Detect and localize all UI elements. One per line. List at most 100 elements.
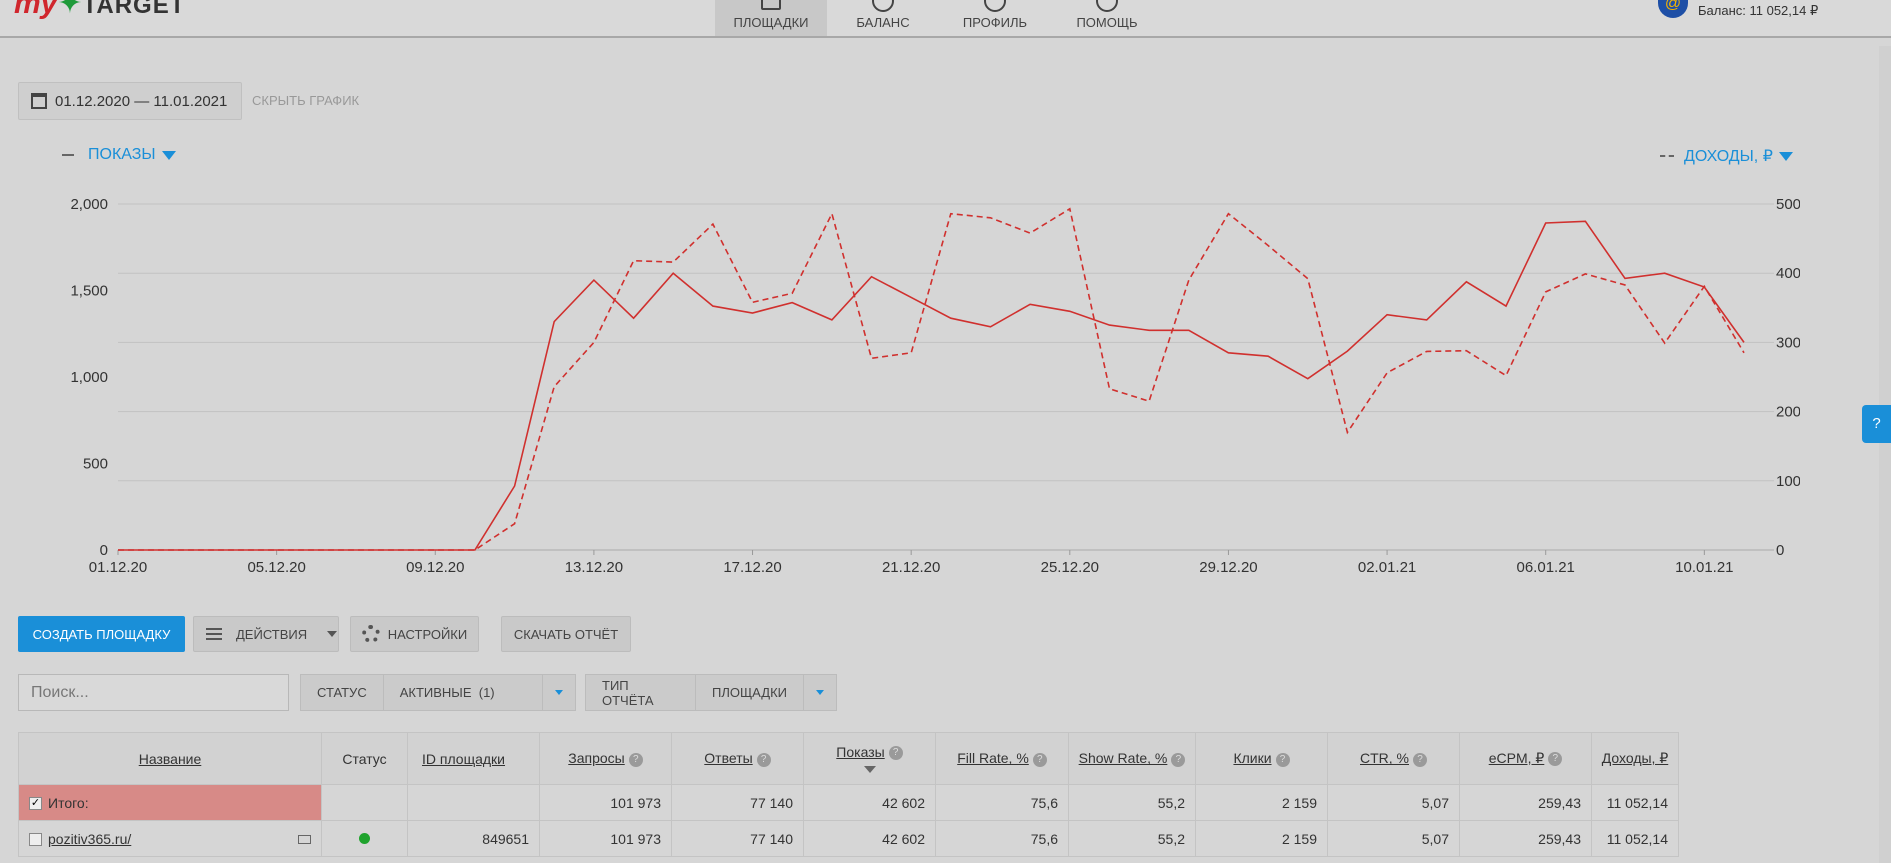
column-header-ctr[interactable]: CTR, %? bbox=[1327, 732, 1460, 785]
y-tick-label-left: 1,000 bbox=[70, 369, 108, 386]
help-icon[interactable]: ? bbox=[1171, 752, 1186, 767]
column-header-clicks[interactable]: Клики? bbox=[1195, 732, 1328, 785]
column-label: Доходы, ₽ bbox=[1601, 750, 1669, 766]
dashed-line-legend-icon bbox=[1660, 155, 1674, 157]
desktop-icon bbox=[298, 834, 311, 844]
menu-icon bbox=[206, 628, 222, 640]
placements-icon bbox=[761, 0, 781, 10]
column-label: Show Rate, % bbox=[1078, 750, 1168, 767]
help-icon[interactable]: ? bbox=[1413, 752, 1427, 767]
nav-item-placements[interactable]: ПЛОЩАДКИ bbox=[715, 0, 827, 36]
column-header-impressions[interactable]: Показы? bbox=[803, 732, 936, 785]
solid-line-legend-icon bbox=[62, 154, 74, 156]
actions-dropdown[interactable]: ДЕЙСТВИЯ bbox=[193, 616, 339, 652]
table-cell: 75,6 bbox=[935, 820, 1069, 857]
column-header-show-rate[interactable]: Show Rate, %? bbox=[1068, 732, 1196, 785]
logo-my: my bbox=[14, 0, 58, 20]
right-metric-selector[interactable]: ДОХОДЫ, ₽ bbox=[1660, 146, 1793, 166]
nav-item-balance[interactable]: БАЛАНС bbox=[827, 0, 939, 36]
table-cell: 42 602 bbox=[803, 784, 936, 821]
report-type-filter[interactable]: ТИП ОТЧЁТА ПЛОЩАДКИ bbox=[585, 674, 837, 711]
table-cell: 42 602 bbox=[803, 820, 936, 857]
settings-button[interactable]: НАСТРОЙКИ bbox=[350, 616, 479, 652]
column-header-name[interactable]: Название bbox=[18, 732, 322, 785]
help-tab[interactable]: ? bbox=[1862, 405, 1891, 443]
status-filter[interactable]: СТАТУС АКТИВНЫЕ (1) bbox=[300, 674, 576, 711]
help-icon bbox=[1096, 0, 1118, 12]
mytarget-logo[interactable]: my✦TARGET bbox=[14, 0, 185, 21]
status-dropdown-toggle[interactable] bbox=[543, 675, 575, 710]
table-cell: 11 052,14 bbox=[1591, 784, 1679, 821]
status-value: АКТИВНЫЕ bbox=[399, 685, 472, 700]
column-header-id[interactable]: ID площадки bbox=[407, 732, 540, 785]
column-header-ecpm[interactable]: eCPM, ₽? bbox=[1459, 732, 1592, 785]
chevron-down-icon bbox=[555, 690, 563, 695]
page-scrollbar[interactable] bbox=[1879, 46, 1891, 863]
gear-icon bbox=[361, 625, 380, 643]
nav-item-profile[interactable]: ПРОФИЛЬ bbox=[939, 0, 1051, 36]
placement-link[interactable]: pozitiv365.ru/ bbox=[48, 830, 132, 847]
search-input[interactable] bbox=[18, 674, 289, 711]
y-tick-label-left: 500 bbox=[83, 456, 108, 473]
left-metric-selector[interactable]: ПОКАЗЫ bbox=[62, 146, 176, 164]
help-icon[interactable]: ? bbox=[1548, 752, 1563, 767]
download-report-button[interactable]: СКАЧАТЬ ОТЧЁТ bbox=[501, 616, 631, 652]
table-cell bbox=[407, 784, 540, 821]
table-cell: 75,6 bbox=[935, 784, 1069, 821]
nav-label: ПЛОЩАДКИ bbox=[733, 15, 809, 30]
column-header-responses[interactable]: Ответы? bbox=[671, 732, 804, 785]
status-filter-value: АКТИВНЫЕ (1) bbox=[384, 675, 543, 710]
calendar-icon bbox=[31, 93, 47, 109]
help-icon[interactable]: ? bbox=[1275, 752, 1290, 767]
help-icon[interactable]: ? bbox=[628, 752, 643, 767]
help-icon[interactable]: ? bbox=[1032, 752, 1047, 767]
column-header-revenue[interactable]: Доходы, ₽ bbox=[1591, 732, 1679, 785]
table-cell: 101 973 bbox=[539, 784, 672, 821]
column-label: Название bbox=[138, 750, 202, 767]
table-cell: 77 140 bbox=[671, 820, 804, 857]
column-label: Запросы bbox=[568, 750, 625, 767]
chevron-down-icon bbox=[161, 150, 176, 160]
table-cell: 849651 bbox=[407, 820, 540, 857]
avatar[interactable]: @ bbox=[1658, 0, 1688, 18]
nav-item-help[interactable]: ПОМОЩЬ bbox=[1051, 0, 1163, 36]
logo-target: TARGET bbox=[82, 0, 186, 19]
table-cell: 5,07 bbox=[1327, 784, 1460, 821]
total-label: Итого: bbox=[48, 794, 89, 811]
main-nav: ПЛОЩАДКИ БАЛАНС ПРОФИЛЬ ПОМОЩЬ bbox=[715, 0, 1163, 36]
series-line-revenue bbox=[118, 207, 1745, 551]
balance-label[interactable]: Баланс: 11 052,14 ₽ bbox=[1698, 3, 1819, 18]
y-tick-label-left: 1,500 bbox=[70, 283, 108, 300]
balance-icon bbox=[872, 0, 894, 12]
y-tick-label-right: 500 bbox=[1776, 196, 1800, 213]
x-tick-label: 29.12.20 bbox=[1199, 559, 1257, 576]
create-placement-button[interactable]: СОЗДАТЬ ПЛОЩАДКУ bbox=[18, 616, 185, 652]
hide-chart-link[interactable]: СКРЫТЬ ГРАФИК bbox=[252, 93, 360, 108]
column-header-requests[interactable]: Запросы? bbox=[539, 732, 672, 785]
help-icon[interactable]: ? bbox=[756, 752, 771, 767]
report-dropdown-toggle[interactable] bbox=[804, 675, 836, 710]
date-range-picker[interactable]: 01.12.2020 — 11.01.2021 bbox=[18, 82, 242, 120]
chevron-down-icon bbox=[1778, 151, 1793, 161]
total-row: ✓ Итого: 101 973 77 140 42 602 75,6 55,2 … bbox=[18, 784, 1679, 821]
x-tick-label: 21.12.20 bbox=[882, 559, 940, 576]
report-type-value: ПЛОЩАДКИ bbox=[696, 675, 804, 710]
create-placement-label: СОЗДАТЬ ПЛОЩАДКУ bbox=[32, 626, 171, 642]
y-tick-label-left: 0 bbox=[100, 542, 108, 559]
table-cell: 2 159 bbox=[1195, 784, 1328, 821]
y-tick-label-right: 400 bbox=[1776, 265, 1800, 282]
profile-icon bbox=[984, 0, 1006, 12]
column-label: ID площадки bbox=[422, 750, 506, 767]
total-checkbox[interactable]: ✓ bbox=[29, 797, 42, 811]
left-metric-label: ПОКАЗЫ bbox=[88, 146, 156, 163]
nav-label: БАЛАНС bbox=[856, 15, 910, 30]
y-tick-label-right: 100 bbox=[1776, 473, 1800, 490]
column-label: Статус bbox=[342, 750, 387, 767]
help-icon[interactable]: ? bbox=[888, 746, 903, 761]
table-cell bbox=[321, 784, 408, 821]
actions-label: ДЕЙСТВИЯ bbox=[236, 626, 308, 642]
column-header-fill-rate[interactable]: Fill Rate, %? bbox=[935, 732, 1069, 785]
row-checkbox[interactable] bbox=[29, 833, 42, 847]
chevron-down-icon bbox=[327, 631, 338, 637]
chevron-down-icon bbox=[816, 690, 824, 695]
